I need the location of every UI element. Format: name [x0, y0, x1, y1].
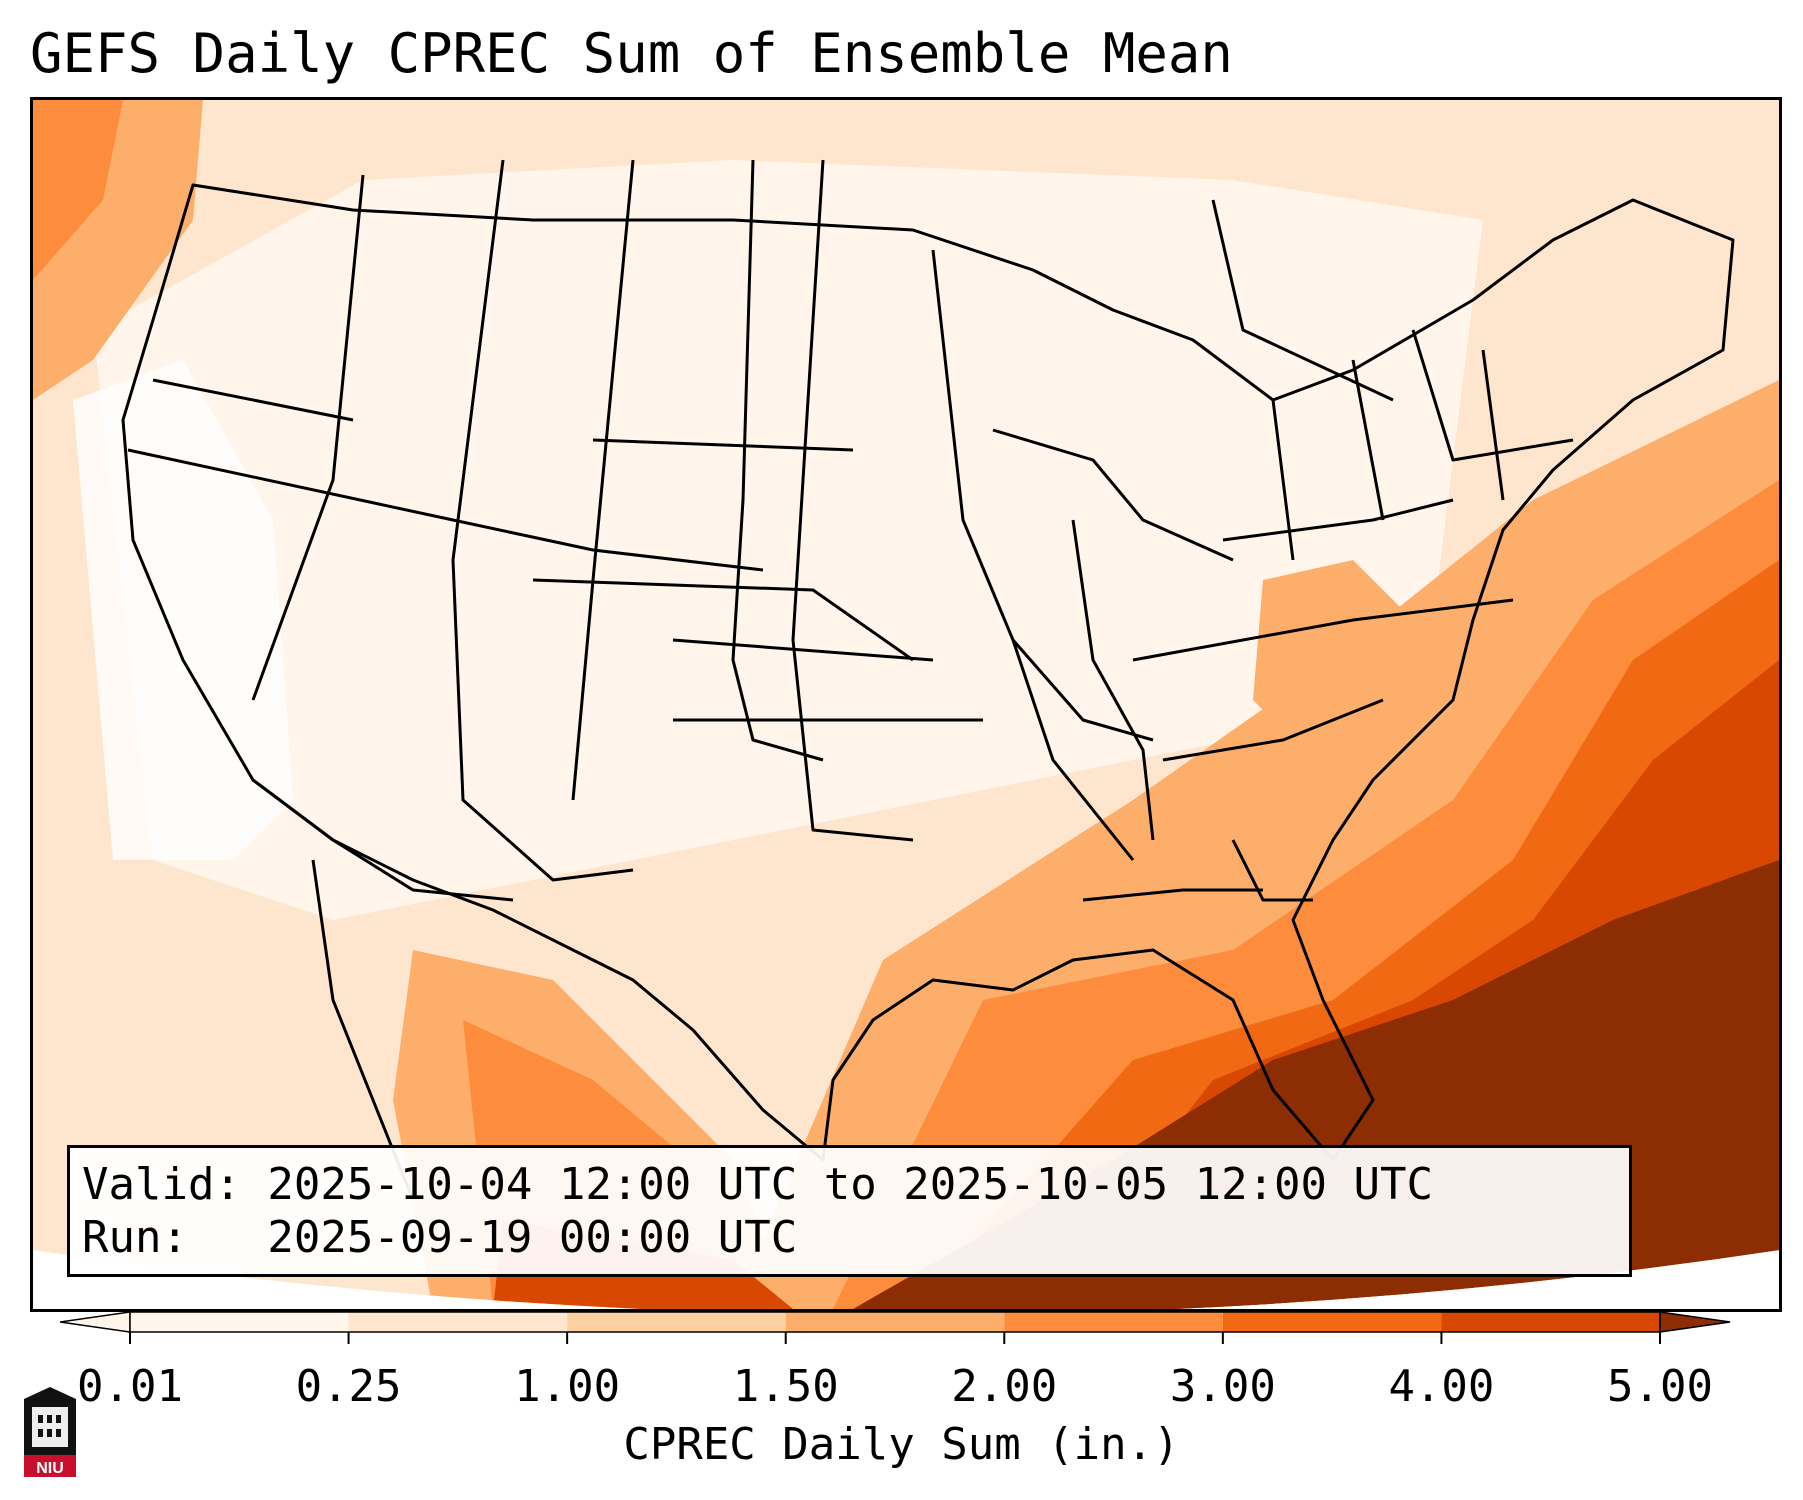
colorbar-segment: [130, 1312, 349, 1332]
colorbar-tick-label: 4.00: [1388, 1361, 1495, 1412]
colorbar-label: CPREC Daily Sum (in.): [623, 1419, 1180, 1470]
colorbar-segment: [785, 1312, 1005, 1332]
svg-text:NIU: NIU: [36, 1460, 64, 1477]
valid-time-text: Valid: 2025-10-04 12:00 UTC to 2025-10-0…: [82, 1159, 1434, 1210]
colorbar-segment: [1222, 1312, 1442, 1332]
colorbar: [60, 1311, 1731, 1344]
colorbar-tick-label: 3.00: [1169, 1361, 1276, 1412]
colorbar-segment: [1441, 1312, 1660, 1332]
colorbar-extend-high: [1659, 1311, 1731, 1333]
colorbar-tick-label: 2.00: [951, 1361, 1058, 1412]
colorbar-extend-low: [60, 1311, 131, 1333]
colorbar-tick-label: 0.25: [295, 1361, 402, 1412]
map-title: GEFS Daily CPREC Sum of Ensemble Mean: [30, 22, 1233, 85]
colorbar-tick-label: 5.00: [1607, 1361, 1713, 1412]
colorbar-tick-label: 1.00: [514, 1361, 621, 1412]
colorbar-tick-label: 1.50: [732, 1361, 839, 1412]
precipitation-map: [30, 97, 1782, 1312]
map-canvas: [33, 100, 1779, 1309]
run-time-text: Run: 2025-09-19 00:00 UTC: [82, 1212, 798, 1263]
colorbar-segment: [567, 1312, 786, 1332]
niu-logo-icon: NIU: [20, 1385, 80, 1484]
colorbar-segment: [348, 1312, 568, 1332]
precip-field: [33, 100, 1779, 1309]
boundaries: [121, 159, 1735, 1201]
colorbar-segment: [1004, 1312, 1223, 1332]
colorbar-tick-label: 0.01: [77, 1361, 183, 1412]
info-box: Valid: 2025-10-04 12:00 UTC to 2025-10-0…: [67, 1145, 1632, 1277]
